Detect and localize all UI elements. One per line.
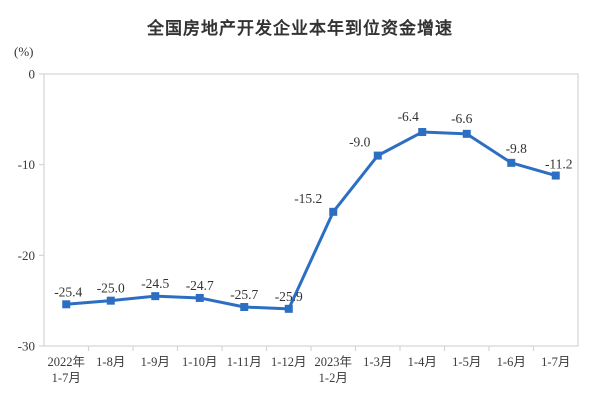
- x-axis-category-label: 1-6月: [497, 355, 526, 369]
- x-axis-category-label: 1-5月: [452, 355, 481, 369]
- data-point-label: -11.2: [545, 157, 573, 172]
- data-point-marker: [284, 304, 293, 313]
- data-point-label: -15.2: [294, 191, 322, 206]
- data-point-marker: [418, 128, 427, 137]
- data-point-label: -24.7: [186, 278, 214, 293]
- y-axis-unit-label: (%): [14, 44, 34, 59]
- data-point-label: -25.7: [230, 287, 258, 302]
- data-point-label: -25.9: [275, 289, 303, 304]
- data-point-label: -25.4: [54, 284, 82, 299]
- x-axis-category-label: 1-11月: [227, 355, 262, 369]
- y-axis-tick-label: -10: [18, 157, 35, 172]
- data-point-label: -6.4: [398, 109, 420, 124]
- data-point-marker: [240, 303, 249, 312]
- data-point-label: -24.5: [141, 276, 169, 291]
- y-axis-tick-label: -30: [18, 339, 35, 354]
- data-point-label: -6.6: [451, 111, 473, 126]
- x-axis-category-label: 2023年 1-2月: [314, 355, 352, 385]
- series-line: [64, 130, 558, 311]
- data-point-label: -25.0: [97, 281, 125, 296]
- x-axis-category-label: 1-12月: [271, 355, 306, 369]
- x-axis-category-label: 1-3月: [363, 355, 392, 369]
- plot-border: [43, 73, 579, 347]
- y-axis-tick-label: -20: [18, 248, 35, 263]
- x-axis-category-label: 2022年 1-7月: [47, 355, 85, 385]
- data-point-label: -9.8: [506, 141, 528, 156]
- x-axis-category-label: 1-4月: [408, 355, 437, 369]
- data-point-marker: [62, 300, 71, 309]
- data-point-marker: [195, 293, 204, 302]
- data-point-marker: [551, 171, 560, 180]
- y-axis-tick-label: 0: [29, 67, 36, 82]
- x-axis-category-label: 1-10月: [182, 355, 217, 369]
- data-point-marker: [329, 207, 338, 216]
- x-axis-category-label: 1-7月: [541, 355, 570, 369]
- x-axis-category-label: 1-9月: [141, 355, 170, 369]
- data-point-marker: [507, 158, 516, 167]
- chart-title: 全国房地产开发企业本年到位资金增速: [147, 19, 453, 38]
- data-point-marker: [373, 151, 382, 160]
- data-point-label: -9.0: [349, 135, 371, 150]
- data-point-marker: [151, 292, 160, 301]
- data-point-marker: [106, 296, 115, 305]
- x-axis-category-label: 1-8月: [96, 355, 125, 369]
- data-point-marker: [462, 129, 471, 138]
